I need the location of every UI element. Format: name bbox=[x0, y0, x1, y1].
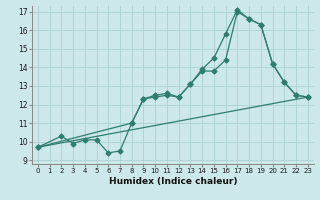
X-axis label: Humidex (Indice chaleur): Humidex (Indice chaleur) bbox=[108, 177, 237, 186]
